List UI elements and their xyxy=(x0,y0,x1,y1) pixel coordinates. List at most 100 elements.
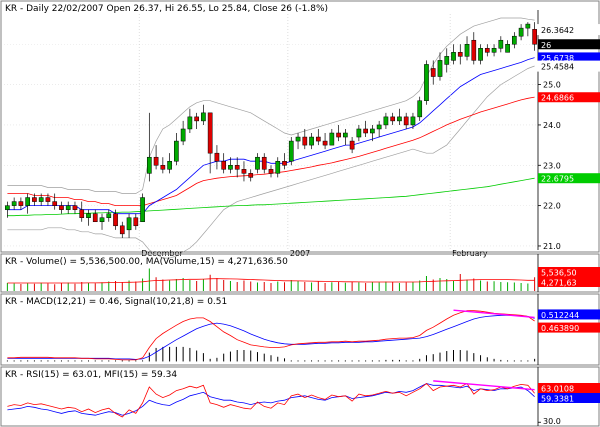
value-label-box-vol-0 xyxy=(538,267,600,277)
candle-body-37 xyxy=(255,156,260,170)
macd-panel-header: KR - MACD(12,21) = 0.46, Signal(10,21,8)… xyxy=(5,297,227,307)
candle-body-33 xyxy=(228,165,233,170)
value-label-vol-0: 5,536,50 xyxy=(541,269,577,278)
candle-body-35 xyxy=(241,169,247,174)
candle-body-29 xyxy=(201,112,206,122)
candlesticks xyxy=(5,22,537,238)
value-label-box-rsi-0 xyxy=(538,383,600,393)
value-label-rsi-1: 59.3381 xyxy=(541,395,574,404)
candle-body-78 xyxy=(532,29,537,45)
value-label-price-1: 26 xyxy=(541,41,551,50)
candle-body-28 xyxy=(194,116,199,122)
price-tick-label-2: 23.0 xyxy=(543,161,561,170)
value-label-box-price-5 xyxy=(538,173,600,184)
value-label-box-price-1 xyxy=(538,39,600,50)
value-label-price-0: 26.3642 xyxy=(541,26,574,35)
candle-body-77 xyxy=(525,23,531,29)
rsi-line xyxy=(7,382,535,418)
value-label-price-3: 25.4584 xyxy=(541,63,574,72)
candle-body-14 xyxy=(99,217,105,223)
value-label-box-macd-0 xyxy=(538,309,600,320)
candle-body-67 xyxy=(457,52,463,57)
value-label-box-price-4 xyxy=(538,92,600,103)
value-label-box-rsi-1 xyxy=(538,393,600,403)
bollinger-lower-line xyxy=(7,65,535,259)
macd-line xyxy=(7,310,535,361)
candle-body-54 xyxy=(370,128,375,134)
candle-body-9 xyxy=(65,205,71,210)
rsi-mfi-lines xyxy=(7,380,535,418)
candle-body-68 xyxy=(464,44,470,57)
volume-bars xyxy=(6,254,539,292)
candle-body-31 xyxy=(214,152,220,162)
candle-body-56 xyxy=(383,116,389,126)
candle-body-7 xyxy=(52,201,58,206)
candle-body-25 xyxy=(174,140,179,162)
macd-signal-line xyxy=(7,314,535,360)
macd-panel: KR - MACD(12,21) = 0.46, Signal(10,21,8)… xyxy=(0,293,600,366)
candle-body-30 xyxy=(207,112,213,154)
candle-body-46 xyxy=(315,136,321,142)
candle-body-0 xyxy=(5,205,10,210)
volume-ma-line xyxy=(7,278,535,284)
rsi-tick-label-0: 30.0 xyxy=(543,417,561,426)
candle-body-32 xyxy=(221,160,227,170)
bollinger-upper-line xyxy=(7,17,535,194)
candle-body-13 xyxy=(92,213,98,223)
value-label-box-vol-1 xyxy=(538,277,600,287)
price-panel: KR - Daily 22/02/2007 Open 26.37, Hi 26.… xyxy=(0,0,600,259)
candle-body-73 xyxy=(498,39,504,49)
candle-body-74 xyxy=(505,44,510,53)
value-label-box-price-3 xyxy=(537,60,600,72)
candle-body-76 xyxy=(518,27,524,37)
candle-body-20 xyxy=(140,197,145,223)
candle-body-63 xyxy=(430,68,436,77)
value-label-box-macd-1 xyxy=(538,322,600,333)
price-panel-header: KR - Daily 22/02/2007 Open 26.37, Hi 26.… xyxy=(5,4,328,14)
candle-body-75 xyxy=(511,35,517,45)
volume-right-labels: 5,536,504,271,63 xyxy=(538,267,600,288)
candle-body-48 xyxy=(329,132,335,146)
candle-body-58 xyxy=(397,116,402,122)
candle-body-51 xyxy=(349,140,355,150)
candle-body-41 xyxy=(282,160,287,166)
rsi-panel-header: KR - RSI(15) = 63.01, MFI(15) = 59.34 xyxy=(5,370,177,380)
macd-trendline xyxy=(453,309,535,319)
candle-body-72 xyxy=(491,48,497,53)
candle-body-1 xyxy=(11,201,17,206)
candle-body-69 xyxy=(471,39,477,61)
price-tick-label-0: 21.0 xyxy=(543,242,561,251)
candle-body-12 xyxy=(86,213,91,218)
value-label-price-5: 22.6795 xyxy=(541,175,574,184)
candle-body-61 xyxy=(417,100,423,118)
candle-body-60 xyxy=(410,116,416,126)
candle-body-16 xyxy=(113,213,118,227)
candle-body-15 xyxy=(106,213,112,218)
candle-body-43 xyxy=(295,136,301,142)
candle-body-34 xyxy=(234,165,240,170)
value-label-vol-1: 4,271,63 xyxy=(541,279,577,288)
candle-body-2 xyxy=(18,201,24,206)
candle-body-50 xyxy=(343,132,348,138)
value-label-box-price-0 xyxy=(537,24,600,36)
candle-body-42 xyxy=(288,140,294,162)
candle-body-71 xyxy=(484,48,490,53)
candle-body-40 xyxy=(275,160,281,174)
candle-body-53 xyxy=(363,128,368,134)
bollinger-bands xyxy=(7,17,535,259)
value-label-rsi-0: 63.0108 xyxy=(541,385,574,394)
candle-body-24 xyxy=(167,160,172,170)
candle-body-5 xyxy=(38,197,44,202)
candle-body-38 xyxy=(261,156,267,170)
macd-lines xyxy=(7,294,539,365)
candle-body-36 xyxy=(248,173,254,178)
macd-histogram xyxy=(6,346,536,362)
candle-body-6 xyxy=(45,197,51,202)
candle-body-47 xyxy=(322,140,328,146)
candle-body-49 xyxy=(336,132,341,138)
value-label-price-2: 25.6738 xyxy=(541,54,574,63)
